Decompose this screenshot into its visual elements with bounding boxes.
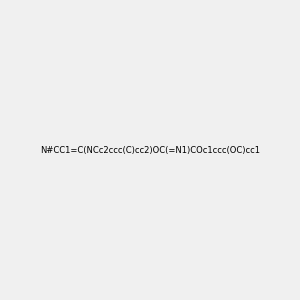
Text: N#CC1=C(NCc2ccc(C)cc2)OC(=N1)COc1ccc(OC)cc1: N#CC1=C(NCc2ccc(C)cc2)OC(=N1)COc1ccc(OC)… <box>40 146 260 154</box>
